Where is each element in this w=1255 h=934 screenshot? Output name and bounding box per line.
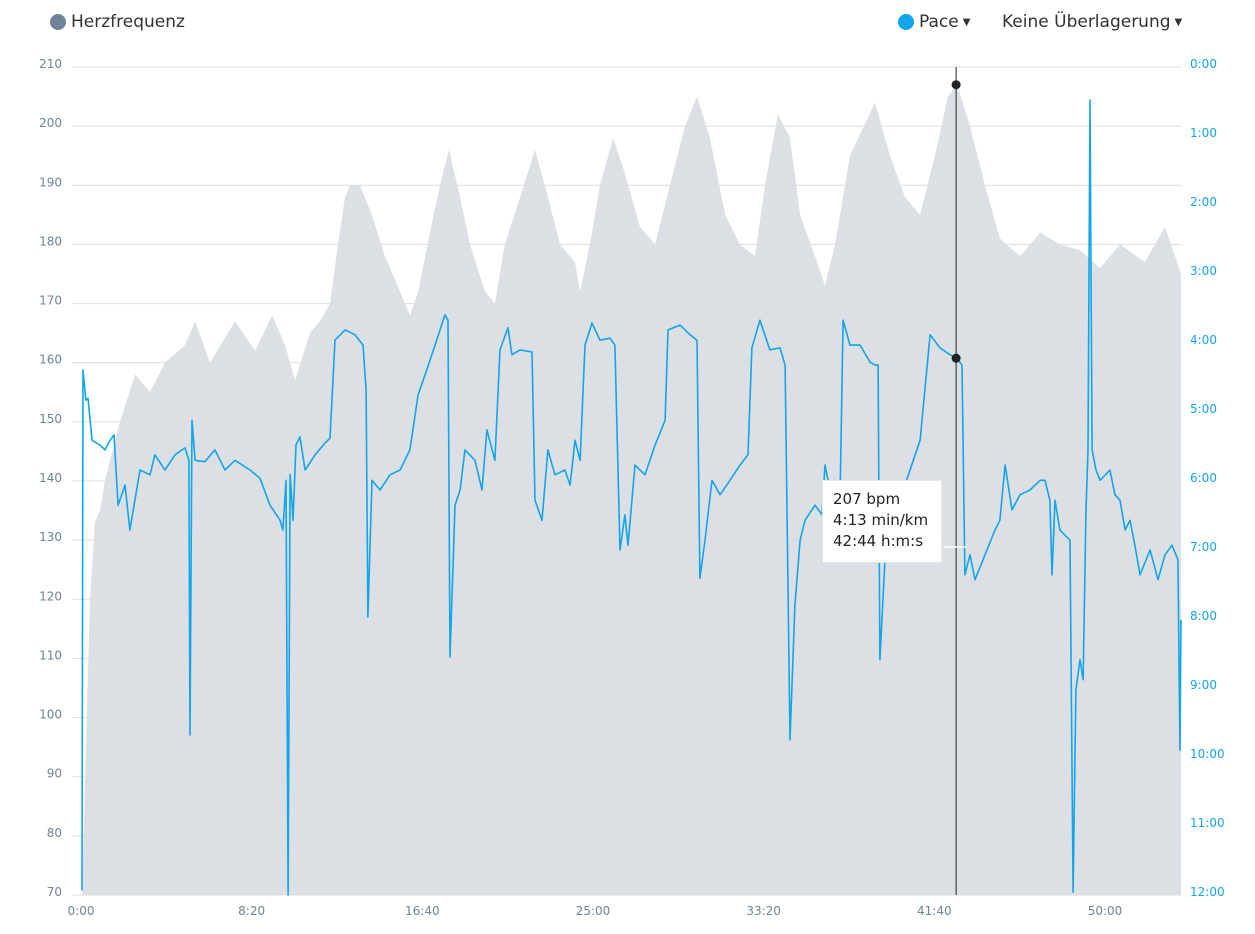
cursor-pace-point xyxy=(951,353,961,363)
x-tick-label: 50:00 xyxy=(1088,904,1123,918)
legend-heart-rate-label: Herzfrequenz xyxy=(71,12,185,32)
y2-tick-label: 0:00 xyxy=(1190,57,1217,71)
y-tick-label: 90 xyxy=(47,767,62,781)
pace-dropdown[interactable]: Pace ▼ xyxy=(898,12,970,32)
heart-rate-dot-icon xyxy=(50,14,66,30)
y-tick-label: 180 xyxy=(39,234,62,248)
y-tick-label: 100 xyxy=(39,708,62,722)
overlay-dropdown-label: Keine Überlagerung xyxy=(1002,12,1171,32)
y2-tick-label: 5:00 xyxy=(1190,402,1217,416)
y2-tick-label: 6:00 xyxy=(1190,471,1217,485)
y-tick-label: 130 xyxy=(39,530,62,544)
pace-line xyxy=(81,99,1182,896)
y-tick-label: 140 xyxy=(39,471,62,485)
y-tick-label: 210 xyxy=(39,57,62,71)
legend-heart-rate[interactable]: Herzfrequenz xyxy=(50,12,185,32)
chevron-down-icon: ▼ xyxy=(1174,16,1183,28)
tooltip-hr: 207 bpm xyxy=(833,490,901,508)
x-tick-label: 16:40 xyxy=(405,904,440,918)
heart-rate-area xyxy=(82,84,1181,895)
x-tick-label: 33:20 xyxy=(746,904,781,918)
x-tick-label: 0:00 xyxy=(68,904,95,918)
x-tick-label: 25:00 xyxy=(576,904,611,918)
y-tick-label: 200 xyxy=(39,116,62,130)
y-tick-label: 80 xyxy=(47,826,62,840)
y-tick-label: 150 xyxy=(39,412,62,426)
tooltip-time: 42:44 h:m:s xyxy=(833,532,924,550)
pace-dot-icon xyxy=(898,14,914,30)
x-tick-label: 41:40 xyxy=(917,904,952,918)
x-tick-label: 8:20 xyxy=(238,904,265,918)
y-tick-label: 170 xyxy=(39,294,62,308)
y-tick-label: 70 xyxy=(47,885,62,899)
y2-tick-label: 11:00 xyxy=(1190,816,1225,830)
y2-tick-label: 1:00 xyxy=(1190,126,1217,140)
cursor-hr-point xyxy=(951,80,961,90)
tooltip-pace: 4:13 min/km xyxy=(833,511,929,529)
chevron-down-icon: ▼ xyxy=(962,16,971,28)
y2-tick-label: 10:00 xyxy=(1190,747,1225,761)
pace-dropdown-label: Pace xyxy=(919,12,959,32)
y2-tick-label: 7:00 xyxy=(1190,540,1217,554)
y2-tick-label: 8:00 xyxy=(1190,609,1217,623)
overlay-dropdown[interactable]: Keine Überlagerung ▼ xyxy=(1002,12,1182,32)
y2-tick-label: 4:00 xyxy=(1190,333,1217,347)
y-tick-label: 190 xyxy=(39,175,62,189)
y-tick-label: 160 xyxy=(39,353,62,367)
tooltip: 207 bpm 4:13 min/km 42:44 h:m:s xyxy=(822,480,942,563)
y2-tick-label: 2:00 xyxy=(1190,195,1217,209)
y-tick-label: 110 xyxy=(39,648,62,662)
y2-tick-label: 3:00 xyxy=(1190,264,1217,278)
y2-tick-label: 12:00 xyxy=(1190,885,1225,899)
y2-tick-label: 9:00 xyxy=(1190,678,1217,692)
y-tick-label: 120 xyxy=(39,589,62,603)
